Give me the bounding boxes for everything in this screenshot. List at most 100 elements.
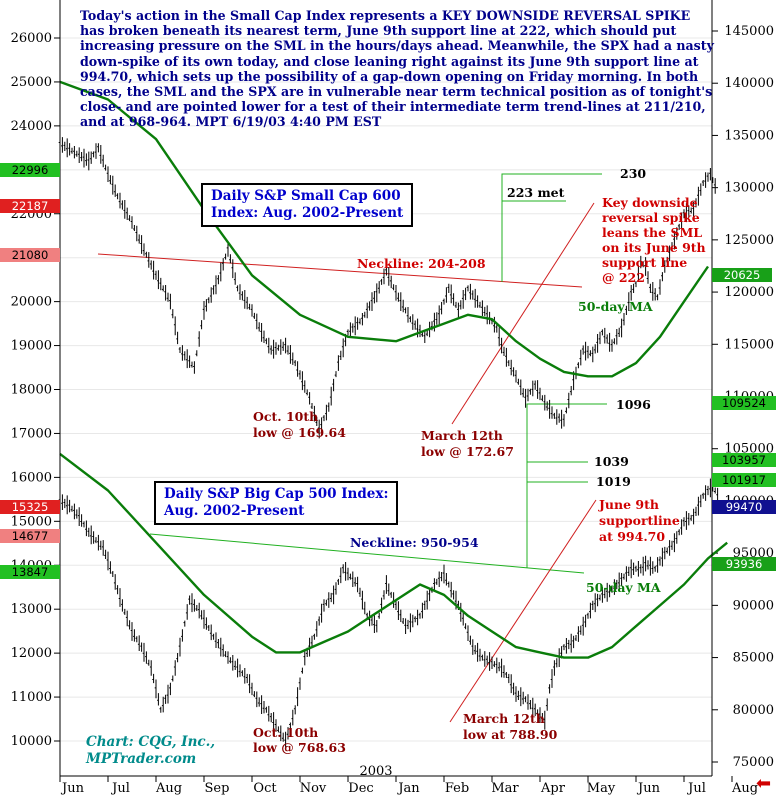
left-tick-label: 19000 [11,339,52,354]
spx-annotation: Oct. 10th [253,725,318,740]
spx-neckline [149,533,585,574]
spx-annotation: at 994.70 [599,529,665,544]
spx-annotation: 50-day MA [586,580,661,595]
price-tag-15325: 15325 [0,500,60,514]
sml-annotation: Key downside [602,195,698,210]
spx-title-line1: Daily S&P Big Cap 500 Index: [164,486,389,502]
spx-title-box: Daily S&P Big Cap 500 Index: Aug. 2002-P… [154,481,399,525]
credit-line2: MPTrader.com [86,751,197,767]
price-tag-21080: 21080 [0,248,60,262]
left-tick-label: 12000 [11,646,52,661]
spx-annotation: low @ 768.63 [253,740,346,755]
sml-annotation: 230 [620,166,646,181]
right-tick-label: 90000 [733,598,774,613]
month-label: May [587,781,616,796]
price-tag-20625: 20625 [712,268,772,282]
month-label: Nov [300,781,327,796]
left-tick-label: 17000 [11,426,52,441]
trend-lines [97,173,607,723]
price-tag-101917: 101917 [712,473,776,487]
spx-annotation: supportline [599,513,680,528]
sml-50-day-ma-line [59,80,709,378]
left-tick-label: 16000 [11,470,52,485]
month-label: Aug [731,781,758,796]
month-label: Apr [540,781,566,796]
spx-annotation: 1096 [616,397,651,412]
spx-target-1096-callout [526,403,607,568]
sml-target-230-callout [501,173,602,282]
gridlines [60,37,712,742]
spx-annotation: 1039 [594,454,629,469]
sml-support-line [451,202,595,425]
sml-annotation: 223 met [507,185,565,200]
month-label: Sep [205,781,230,796]
left-tick-label: 13000 [11,602,52,617]
price-tag-13847: 13847 [0,565,60,579]
price-tag-22996: 22996 [0,163,60,177]
spx-annotation: March 12th [463,711,545,726]
left-tick-label: 20000 [11,295,52,310]
sml-annotation: support line [602,255,687,270]
spx-annotation: Neckline: 950-954 [350,535,479,550]
spx-annotation: June 9th [598,497,659,512]
right-tick-label: 75000 [733,755,774,770]
sml-annotation: low @ 169.64 [253,425,346,440]
right-tick-label: 80000 [733,703,774,718]
month-label: Dec [348,781,373,796]
red-left-arrow-icon[interactable]: ⬅ [756,773,772,794]
right-tick-label: 135000 [724,128,774,143]
right-tick-label: 120000 [724,285,774,300]
price-tag-109524: 109524 [712,396,776,410]
sml-annotation: low @ 172.67 [421,444,514,459]
sml-title-line2: Index: Aug. 2002-Present [211,205,404,221]
spx-support-line [449,499,597,723]
month-label: Aug [155,781,182,796]
month-label: Feb [445,781,469,796]
right-tick-label: 125000 [724,233,774,248]
right-tick-label: 130000 [724,181,774,196]
price-tag-103957: 103957 [712,453,776,467]
sml-annotation: leans the SML [602,225,702,240]
left-tick-label: 10000 [11,734,52,749]
right-tick-label: 115000 [724,337,774,352]
chart-credit: Chart: CQG, Inc., MPTrader.com [86,734,215,768]
time-axis: Jun Jul Aug Sep Oct Nov Dec Jan Feb Mar Apr May Jun J… [59,764,758,796]
sml-title-box: Daily S&P Small Cap 600 Index: Aug. 2002… [201,183,414,227]
right-price-axis: 7500080000850009000095000100000105000110… [712,24,774,770]
left-tick-label: 25000 [11,75,52,90]
sml-annotation: 50-day MA [578,299,653,314]
left-tick-label: 18000 [11,383,52,398]
sml-annotation: on its June 9th [602,240,706,255]
year-label: 2003 [359,764,392,779]
spx-50-day-ma-line [59,452,728,659]
sml-annotation: @ 222 [602,270,645,285]
month-label: Oct [253,781,277,796]
month-label: Jun [60,781,85,796]
sml-annotation: March 12th [421,428,503,443]
spx-title-line2: Aug. 2002-Present [164,503,305,519]
month-label: Jan [396,781,420,796]
sml-title-line1: Daily S&P Small Cap 600 [211,188,401,204]
right-tick-label: 85000 [733,651,774,666]
sml-annotation: Neckline: 204-208 [357,256,486,271]
sml-annotation: Oct. 10th [253,409,318,424]
price-tag-99470: 99470 [712,500,776,514]
sml-neckline [97,253,583,288]
commentary-text: Today's action in the Small Cap Index re… [80,8,714,130]
month-label: Jun [636,781,661,796]
credit-line1: Chart: CQG, Inc., [86,734,216,750]
price-tag-22187: 22187 [0,199,60,213]
left-tick-label: 26000 [11,31,52,46]
spx-annotation: low at 788.90 [463,727,558,742]
sml-price-bars-1 [656,168,716,301]
left-tick-label: 15000 [11,514,52,529]
month-label: Jul [110,781,130,796]
right-tick-label: 140000 [724,76,774,91]
month-label: Jul [686,781,706,796]
spx-annotation: 1019 [596,474,631,489]
left-tick-label: 11000 [11,690,52,705]
right-tick-label: 145000 [724,24,774,39]
sml-annotation: reversal spike [602,210,700,225]
